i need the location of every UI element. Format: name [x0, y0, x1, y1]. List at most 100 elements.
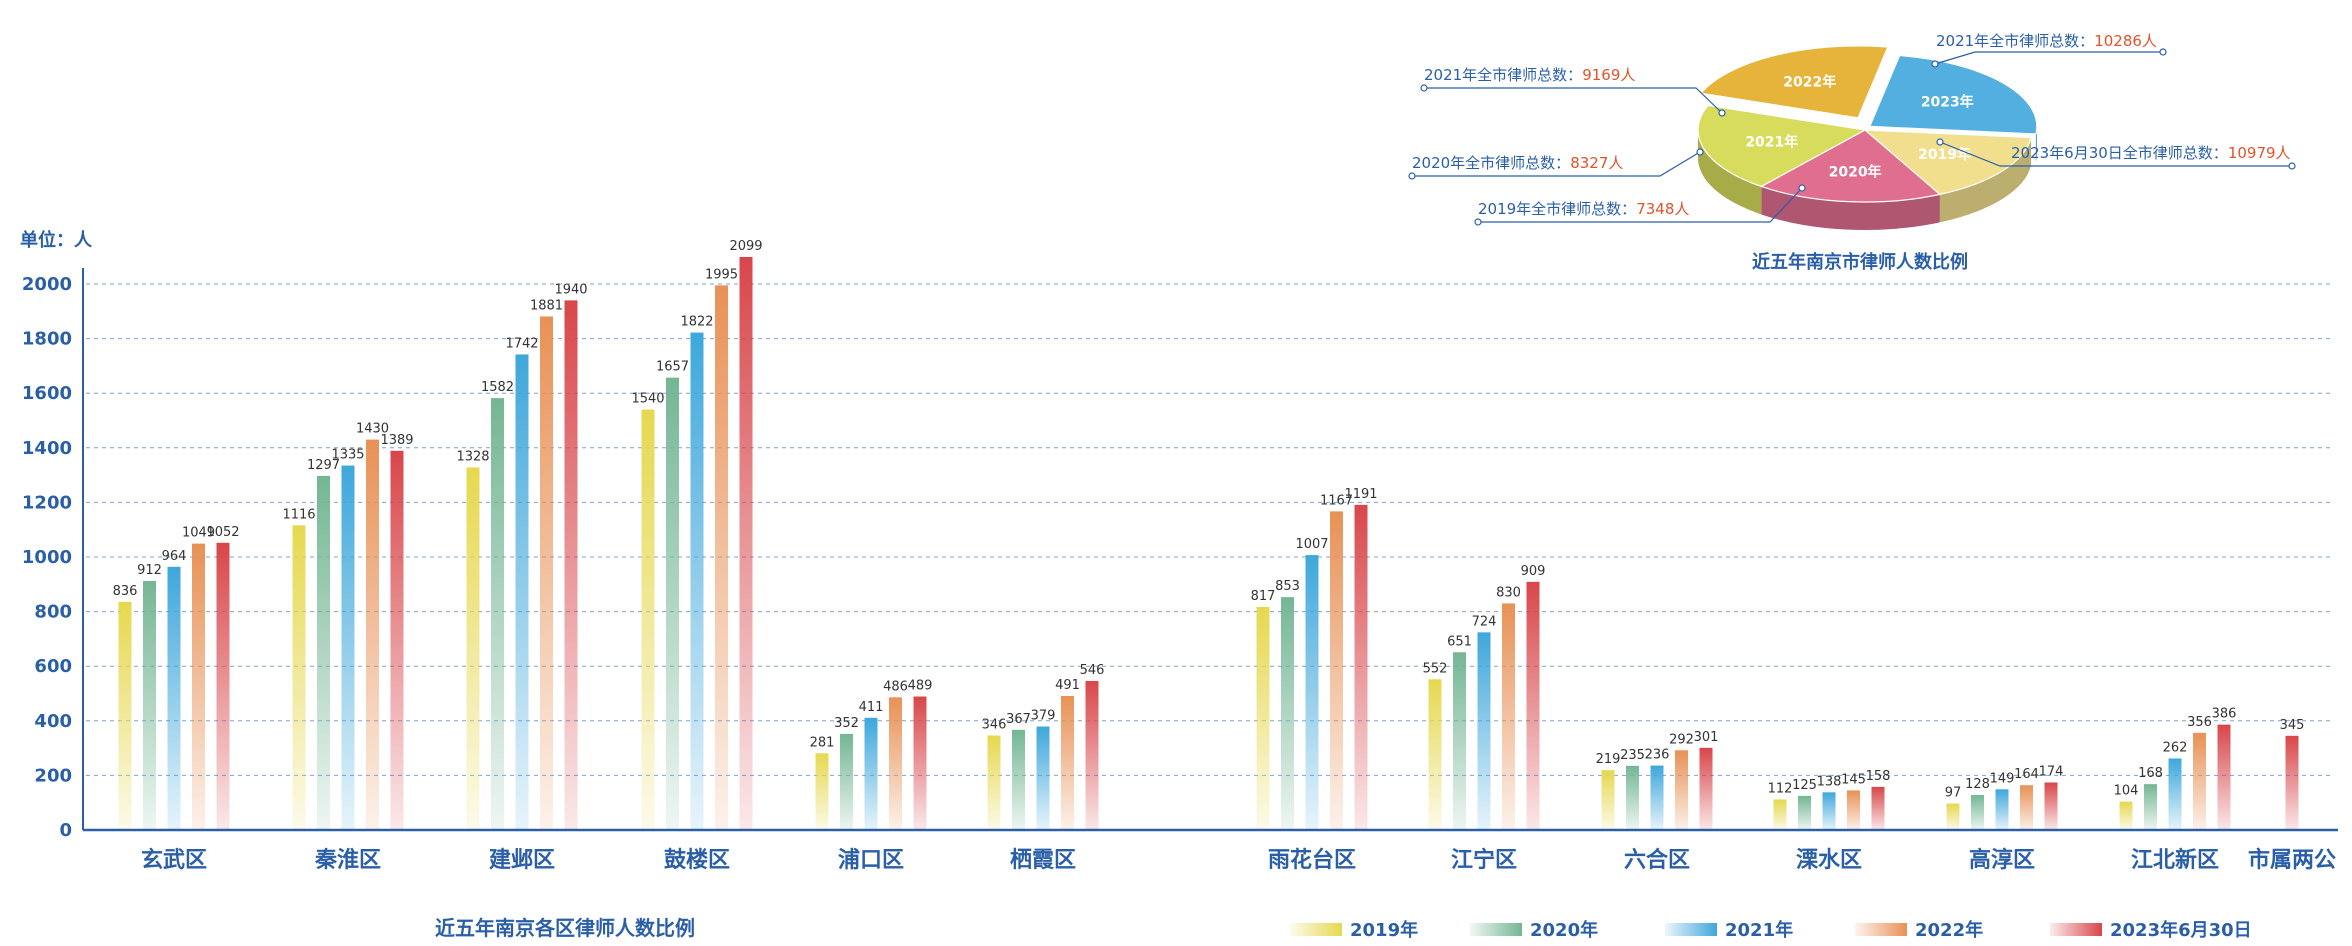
- bar: [666, 377, 679, 830]
- bar-value-label: 168: [2138, 766, 2163, 781]
- bar: [1453, 652, 1466, 830]
- bar-value-label: 1881: [530, 298, 563, 313]
- bar: [840, 733, 853, 830]
- pie-annotation-value: 10979人: [2228, 144, 2291, 162]
- bar: [192, 543, 205, 830]
- bar-value-label: 367: [1006, 712, 1031, 727]
- bar: [1699, 747, 1713, 830]
- category-label: 鼓楼区: [664, 848, 730, 873]
- pie-annotation: 2021年全市律师总数：9169人: [1424, 66, 1635, 84]
- bar: [1330, 511, 1343, 830]
- bar: [1675, 750, 1688, 830]
- pie-chart-title: 近五年南京市律师人数比例: [1752, 251, 1968, 273]
- bar: [1477, 632, 1491, 830]
- bar: [540, 316, 553, 830]
- pie-leader-dot: [1798, 184, 1806, 192]
- bar-value-label: 352: [834, 716, 859, 731]
- bar-value-label: 301: [1694, 730, 1719, 745]
- bar: [913, 696, 927, 830]
- bar: [1650, 765, 1664, 830]
- legend-swatch: [1855, 923, 1907, 936]
- bar-value-label: 386: [2212, 707, 2237, 722]
- bar: [815, 753, 829, 830]
- category-label: 雨花台区: [1268, 847, 1356, 873]
- bar: [987, 735, 1001, 830]
- bar-value-label: 1742: [505, 336, 538, 351]
- pie-annotation-prefix: 2021年全市律师总数：: [1936, 32, 2094, 50]
- bar: [1256, 606, 1270, 830]
- bar-value-label: 830: [1496, 585, 1521, 600]
- pie-slice-side: [1761, 186, 1940, 230]
- bar-value-label: 356: [2187, 715, 2212, 730]
- bar-value-label: 552: [1423, 661, 1448, 676]
- bar: [641, 409, 655, 830]
- pie-annotation-prefix: 2023年6月30日全市律师总数：: [2011, 144, 2228, 162]
- bar-value-label: 138: [1817, 774, 1842, 789]
- bar: [2193, 732, 2206, 830]
- bar-value-label: 1116: [282, 507, 315, 522]
- bar-value-label: 546: [1080, 663, 1105, 678]
- pie-slice: [1863, 129, 2032, 196]
- legend-label: 2020年: [1530, 919, 1598, 941]
- bar-value-label: 1335: [331, 448, 364, 463]
- bar-value-label: 1995: [705, 267, 738, 282]
- bar-value-label: 164: [2014, 767, 2039, 782]
- bar-value-label: 104: [2114, 784, 2139, 799]
- gridlines: [86, 283, 2330, 776]
- bar: [1281, 597, 1294, 830]
- bar: [118, 601, 132, 830]
- bar-value-label: 486: [883, 679, 908, 694]
- bar: [1601, 770, 1615, 830]
- y-tick-label: 1200: [22, 492, 72, 513]
- legend-label: 2022年: [1915, 919, 1983, 941]
- bar: [366, 439, 379, 830]
- bar: [1085, 680, 1099, 830]
- bar-value-label: 817: [1251, 589, 1276, 604]
- bar-value-label: 1167: [1320, 493, 1353, 508]
- bar-value-label: 724: [1472, 614, 1497, 629]
- pie-leader-line: [1934, 51, 2163, 65]
- pie-slice: [1759, 129, 1942, 203]
- bar: [2144, 784, 2157, 830]
- category-label: 建邺区: [489, 848, 555, 873]
- bar-value-label: 411: [859, 700, 884, 715]
- bar: [889, 697, 902, 830]
- pie-annotation-value: 10286人: [2094, 32, 2157, 50]
- pie-slice-label: 2020年: [1829, 164, 1882, 181]
- bar: [466, 467, 480, 830]
- legend-label: 2023年6月30日: [2110, 919, 2252, 941]
- bar: [143, 581, 156, 830]
- pie-slice-side: [2035, 126, 2037, 162]
- bar: [292, 525, 306, 830]
- category-label: 市属两公: [2248, 847, 2336, 873]
- y-tick-label: 1600: [22, 383, 72, 404]
- legend-swatch: [1470, 923, 1522, 936]
- bar-value-label: 345: [2280, 718, 2305, 733]
- bar: [1305, 555, 1319, 830]
- bar-value-label: 1430: [356, 422, 389, 437]
- bar-value-label: 1657: [656, 360, 689, 375]
- pie-annotation: 2023年6月30日全市律师总数：10979人: [2011, 144, 2291, 162]
- bar: [864, 717, 878, 830]
- y-tick-label: 1000: [22, 547, 72, 568]
- bar-value-label: 292: [1669, 732, 1694, 747]
- bar-value-label: 112: [1768, 781, 1793, 796]
- y-tick-label: 2000: [22, 274, 72, 295]
- bar: [1526, 581, 1540, 830]
- bar: [2168, 758, 2182, 830]
- bar-value-label: 912: [137, 563, 162, 578]
- bar-value-label: 158: [1866, 769, 1891, 784]
- pie-annotation: 2021年全市律师总数：10286人: [1936, 32, 2157, 50]
- pie-slice-label: 2019年: [1918, 146, 1971, 163]
- pie-slice-label: 2021年: [1745, 133, 1798, 150]
- bar: [491, 398, 504, 830]
- bar-value-label: 1822: [680, 315, 713, 330]
- bar-value-label: 145: [1841, 772, 1866, 787]
- category-label: 江北新区: [2131, 847, 2219, 873]
- bar-value-label: 1049: [182, 526, 215, 541]
- bar: [1036, 726, 1050, 830]
- bar-value-label: 1007: [1295, 537, 1328, 552]
- bar-value-label: 964: [162, 549, 187, 564]
- y-tick-label: 400: [34, 711, 72, 732]
- bar-value-label: 909: [1521, 564, 1546, 579]
